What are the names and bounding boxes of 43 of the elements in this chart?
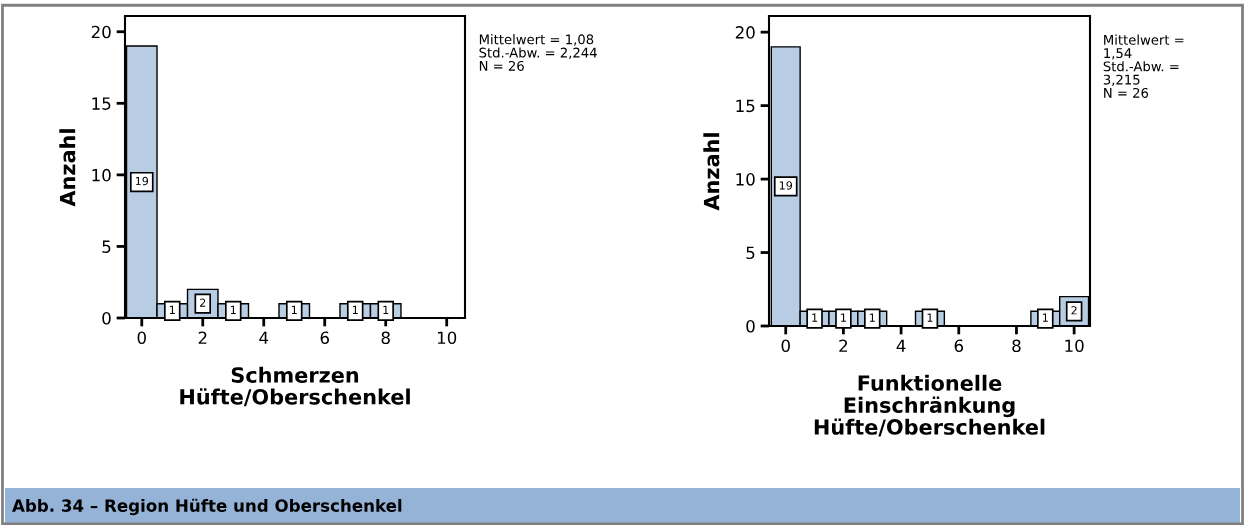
- x-tick-label: 8: [1012, 339, 1021, 353]
- data-label: 1: [812, 313, 818, 322]
- data-label: 1: [352, 305, 358, 314]
- text: Mittelwert = 1,08 Std.-Abw. = 2,244 N = 26: [479, 34, 597, 71]
- x-tick-label: 6: [954, 339, 964, 353]
- data-label: 1: [1042, 313, 1048, 322]
- y-tick-label: 10: [736, 173, 755, 186]
- data-label: 1: [169, 305, 175, 314]
- y-tick-label: 0: [746, 319, 755, 333]
- x-tick-label: 0: [137, 331, 146, 345]
- y-tick-label: 10: [92, 168, 111, 182]
- data-label: 1: [383, 305, 389, 314]
- y-tick-label: 0: [102, 311, 111, 325]
- data-label: 19: [779, 181, 793, 190]
- y-tick-label: 20: [91, 25, 111, 39]
- x-tick-label: 0: [781, 339, 790, 353]
- data-label: 1: [927, 313, 933, 322]
- x-axis-title: Funktionelle Einschränkung Hüfte/Oberschenkel: [814, 374, 1045, 437]
- x-tick-label: 4: [259, 331, 269, 344]
- x-tick-label: 4: [896, 339, 906, 352]
- data-label: 19: [135, 176, 149, 186]
- x-tick-label: 2: [198, 331, 207, 344]
- y-tick-label: 15: [736, 99, 755, 113]
- text: Mittelwert = 1,54 Std.-Abw. = 3,215 N = 26: [1103, 34, 1184, 98]
- y-tick-label: 15: [92, 97, 111, 110]
- x-tick-label: 8: [381, 331, 390, 345]
- data-label: 2: [1071, 306, 1077, 315]
- x-tick-label: 6: [320, 331, 329, 345]
- x-tick-label: 10: [437, 331, 457, 345]
- y-tick-label: 5: [102, 240, 111, 254]
- data-label: 1: [869, 313, 875, 322]
- data-label: 2: [200, 298, 206, 307]
- y-tick-label: 5: [746, 246, 755, 260]
- x-tick-label: 10: [1065, 339, 1084, 353]
- y-axis-title: Anzahl: [703, 133, 720, 211]
- x-axis-title: Schmerzen Hüfte/Oberschenkel: [180, 366, 410, 407]
- data-label: 1: [291, 305, 297, 314]
- data-label: 1: [230, 305, 236, 314]
- x-tick-label: 2: [839, 339, 848, 352]
- y-axis-title: Anzahl: [59, 129, 76, 207]
- y-tick-label: 20: [735, 26, 755, 39]
- caption: Abb. 34 – Region Hüfte und Oberschenkel: [12, 498, 402, 516]
- data-label: 1: [841, 313, 846, 322]
